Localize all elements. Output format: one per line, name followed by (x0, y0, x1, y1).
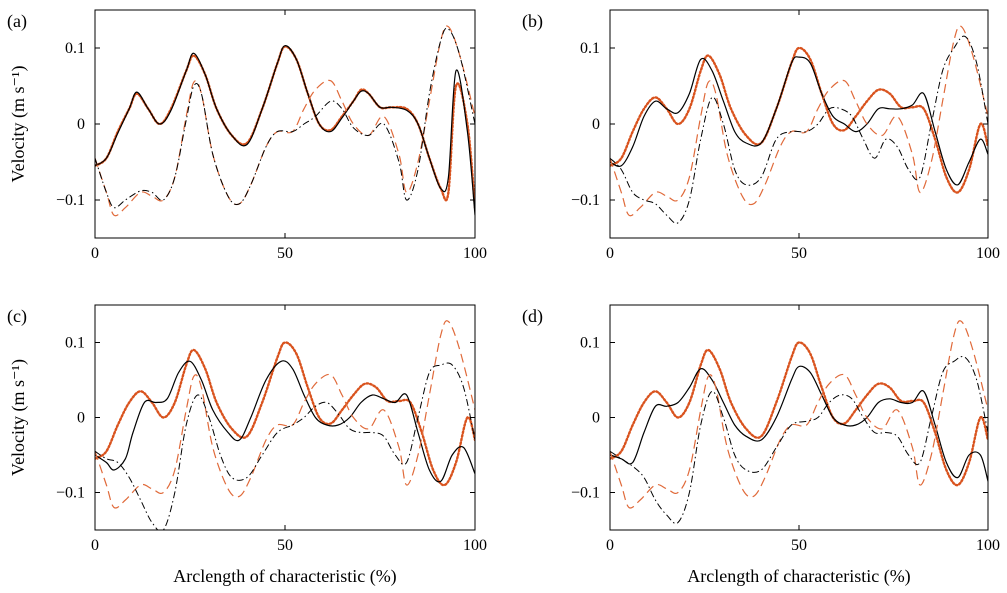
panel-a: 0 50 100 −0.1 0 0.1 (a) Velocity (m s⁻¹) (7, 9, 487, 262)
x-tick-label: 0 (91, 245, 99, 262)
x-axis-label: Arclength of characteristic (%) (173, 566, 396, 587)
y-axis-label: Velocity (m s⁻¹) (8, 66, 29, 183)
series-line-dotted (610, 341, 988, 487)
series-line-dashed (95, 25, 475, 217)
series-line-solid (95, 45, 475, 216)
panel-label: (a) (7, 11, 27, 32)
panel-label: (c) (7, 306, 27, 327)
x-tick-label: 50 (277, 245, 293, 262)
x-tick-label: 100 (463, 537, 487, 554)
y-tick-label: −0.1 (571, 485, 600, 502)
panel-d: 0 50 100 −0.1 0 0.1 (d) Arclength of characteri… (522, 304, 1000, 587)
y-tick-label: 0 (77, 116, 85, 133)
panel-label: (b) (522, 11, 543, 32)
y-tick-label: 0.1 (65, 40, 85, 57)
series-line-dashdot (95, 362, 475, 530)
x-tick-label: 100 (976, 245, 1000, 262)
series-line-dashed (95, 320, 475, 509)
y-tick-label: −0.1 (56, 192, 85, 209)
x-tick-label: 0 (606, 537, 614, 554)
series-line-dashed (610, 25, 988, 217)
y-tick-label: 0.1 (65, 335, 85, 352)
y-tick-label: 0.1 (580, 335, 600, 352)
y-tick-label: 0 (592, 116, 600, 133)
y-tick-label: −0.1 (56, 485, 85, 502)
panel-b: 0 50 100 −0.1 0 0.1 (b) (522, 9, 1000, 262)
x-tick-label: 100 (976, 537, 1000, 554)
series-line-dotted (95, 45, 475, 209)
panel-label: (d) (522, 306, 543, 327)
y-tick-label: 0.1 (580, 40, 600, 57)
x-tick-label: 50 (791, 537, 807, 554)
series-line-dotted (610, 46, 988, 194)
series-line-dashed (610, 320, 988, 509)
y-tick-label: 0 (592, 410, 600, 427)
x-tick-label: 0 (606, 245, 614, 262)
series-line-solid (610, 56, 988, 186)
series-line-dashdot (95, 27, 475, 209)
y-tick-label: 0 (77, 410, 85, 427)
series-line-dashdot (610, 35, 988, 224)
y-tick-label: −0.1 (571, 192, 600, 209)
x-tick-label: 50 (791, 245, 807, 262)
y-axis-label: Velocity (m s⁻¹) (8, 359, 29, 476)
series-line-solid (95, 360, 475, 483)
panel-c: 0 50 100 −0.1 0 0.1 (c) Velocity (m s⁻¹) Arcleng… (7, 304, 487, 587)
x-tick-label: 100 (463, 245, 487, 262)
x-axis-label: Arclength of characteristic (%) (687, 566, 910, 587)
series-line-dashdot (610, 355, 988, 524)
x-tick-label: 50 (277, 537, 293, 554)
x-tick-label: 0 (91, 537, 99, 554)
series-line-solid (610, 365, 988, 482)
series-line-dotted (95, 341, 475, 487)
